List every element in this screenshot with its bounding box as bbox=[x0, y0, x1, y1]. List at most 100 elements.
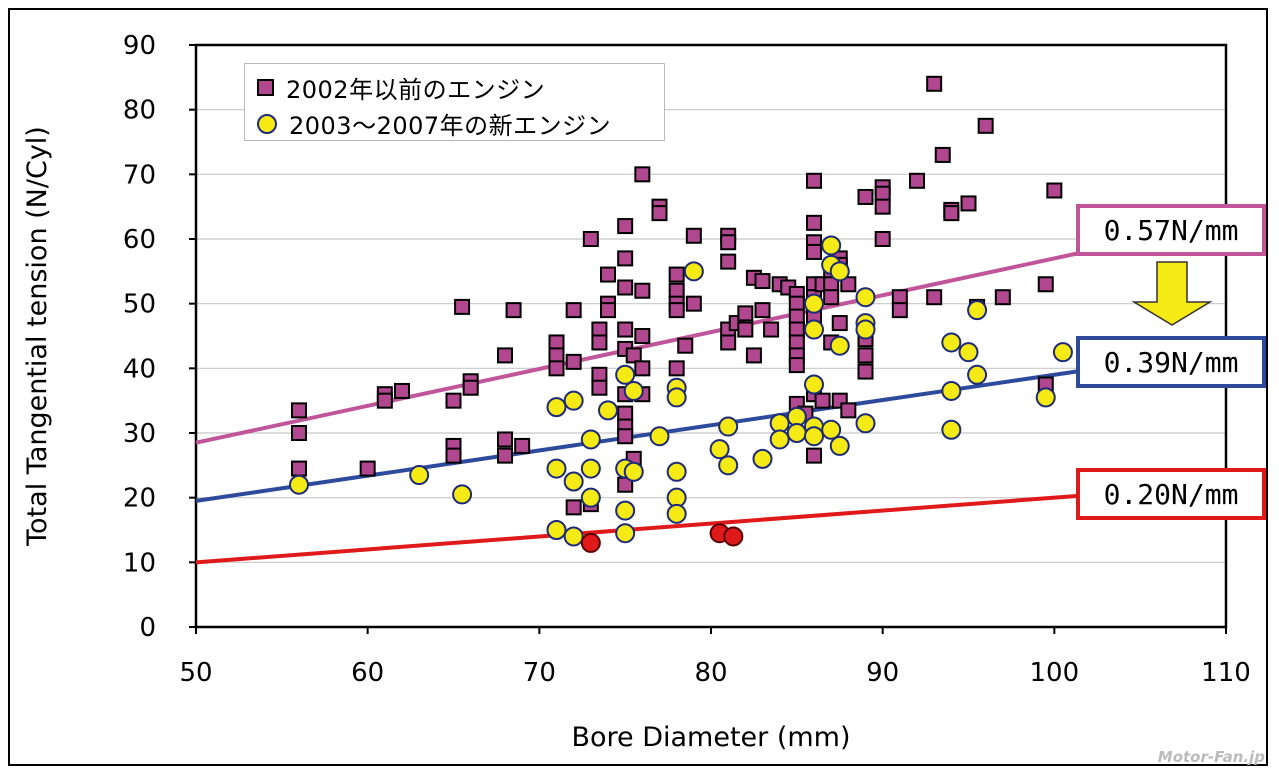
data-point-square bbox=[943, 205, 960, 222]
data-point-circle bbox=[855, 287, 876, 308]
data-point-square bbox=[514, 437, 531, 454]
data-point-square bbox=[685, 295, 702, 312]
data-point-square bbox=[617, 321, 634, 338]
data-point-square bbox=[462, 379, 479, 396]
data-point-square bbox=[505, 302, 522, 319]
data-point-square bbox=[857, 363, 874, 380]
data-point-square bbox=[548, 334, 565, 351]
data-point-square bbox=[600, 266, 616, 283]
data-point-circle bbox=[623, 380, 644, 401]
data-point-square bbox=[625, 347, 642, 364]
data-point-square bbox=[445, 447, 462, 464]
data-point-square bbox=[634, 360, 651, 377]
data-point-circle bbox=[829, 261, 850, 282]
data-point-circle bbox=[709, 439, 730, 460]
watermark-logo: Motor-Fan.jp bbox=[1157, 748, 1265, 766]
data-point-circle bbox=[615, 500, 636, 521]
data-point-circle bbox=[580, 532, 601, 553]
data-point-square bbox=[788, 334, 805, 351]
data-point-square bbox=[565, 353, 582, 370]
data-point-square bbox=[565, 499, 582, 516]
data-point-circle bbox=[804, 426, 824, 447]
data-point-square bbox=[668, 282, 685, 299]
data-point-square bbox=[806, 214, 822, 231]
data-point-circle bbox=[563, 390, 584, 411]
data-point-circle bbox=[409, 465, 430, 486]
slope-label-020: 0.20N/mm bbox=[1076, 468, 1266, 520]
data-point-square bbox=[857, 188, 874, 205]
data-point-circle bbox=[546, 520, 567, 540]
data-point-circle bbox=[580, 487, 601, 508]
x-tick-label: 80 bbox=[694, 658, 727, 688]
data-point-square bbox=[788, 321, 805, 338]
data-point-circle bbox=[563, 471, 584, 492]
data-point-square bbox=[823, 289, 840, 306]
data-point-square bbox=[806, 172, 822, 189]
data-point-circle bbox=[804, 319, 824, 340]
x-tick-label: 110 bbox=[1201, 658, 1251, 688]
data-point-square bbox=[497, 447, 513, 464]
data-point-square bbox=[591, 379, 608, 396]
data-point-square bbox=[445, 392, 462, 409]
data-point-circle bbox=[967, 364, 988, 385]
data-point-circle bbox=[941, 380, 962, 401]
data-point-square bbox=[840, 402, 857, 419]
data-point-circle bbox=[1035, 387, 1056, 408]
data-point-square bbox=[977, 117, 994, 134]
data-point-circle bbox=[941, 419, 962, 440]
trend-line bbox=[195, 369, 1081, 503]
data-point-square bbox=[840, 276, 857, 293]
data-point-square bbox=[291, 425, 307, 441]
data-point-circle bbox=[615, 523, 636, 544]
data-point-circle bbox=[1052, 342, 1073, 363]
data-point-square bbox=[891, 302, 908, 319]
data-point-circle bbox=[829, 435, 850, 456]
data-point-square bbox=[291, 402, 307, 419]
data-point-circle bbox=[623, 461, 644, 482]
square-marker-icon bbox=[257, 79, 274, 96]
data-point-square bbox=[591, 366, 608, 383]
x-axis-title: Bore Diameter (mm) bbox=[571, 722, 850, 753]
data-point-square bbox=[806, 447, 822, 464]
data-point-square bbox=[668, 360, 685, 377]
data-point-square bbox=[617, 250, 634, 267]
data-point-circle bbox=[683, 261, 704, 282]
data-point-circle bbox=[580, 429, 601, 450]
data-point-circle bbox=[941, 332, 962, 353]
data-point-square bbox=[745, 347, 762, 364]
data-point-square bbox=[600, 302, 616, 319]
data-point-circle bbox=[821, 235, 842, 256]
data-point-square bbox=[634, 328, 651, 344]
data-point-circle bbox=[666, 503, 687, 524]
data-point-circle bbox=[718, 416, 739, 437]
data-point-square bbox=[926, 75, 943, 92]
data-point-circle bbox=[546, 397, 567, 418]
legend: 2002年以前のエンジン 2003〜2007年の新エンジン bbox=[244, 63, 665, 141]
data-point-square bbox=[874, 231, 891, 247]
data-point-square bbox=[788, 295, 805, 312]
x-tick-label: 60 bbox=[351, 658, 384, 688]
data-point-circle bbox=[821, 419, 842, 440]
data-point-square bbox=[634, 282, 651, 299]
data-point-square bbox=[788, 308, 805, 325]
slope-label-057: 0.57N/mm bbox=[1076, 204, 1266, 256]
data-point-square bbox=[677, 337, 694, 354]
data-point-square bbox=[617, 405, 634, 422]
y-tick-label: 60 bbox=[123, 225, 156, 255]
data-point-square bbox=[874, 185, 891, 202]
data-point-square bbox=[291, 460, 307, 477]
data-point-square bbox=[1046, 182, 1063, 199]
data-point-square bbox=[960, 195, 977, 212]
data-point-circle bbox=[718, 455, 739, 476]
data-point-square bbox=[497, 431, 513, 448]
data-point-square bbox=[376, 392, 393, 409]
data-point-square bbox=[617, 428, 634, 445]
data-point-square bbox=[754, 302, 771, 319]
data-point-circle bbox=[958, 342, 979, 363]
data-point-square bbox=[891, 289, 908, 306]
data-point-circle bbox=[804, 374, 824, 395]
data-point-square bbox=[565, 302, 582, 319]
legend-label: 2002年以前のエンジン bbox=[286, 76, 546, 104]
data-point-circle bbox=[598, 400, 618, 421]
